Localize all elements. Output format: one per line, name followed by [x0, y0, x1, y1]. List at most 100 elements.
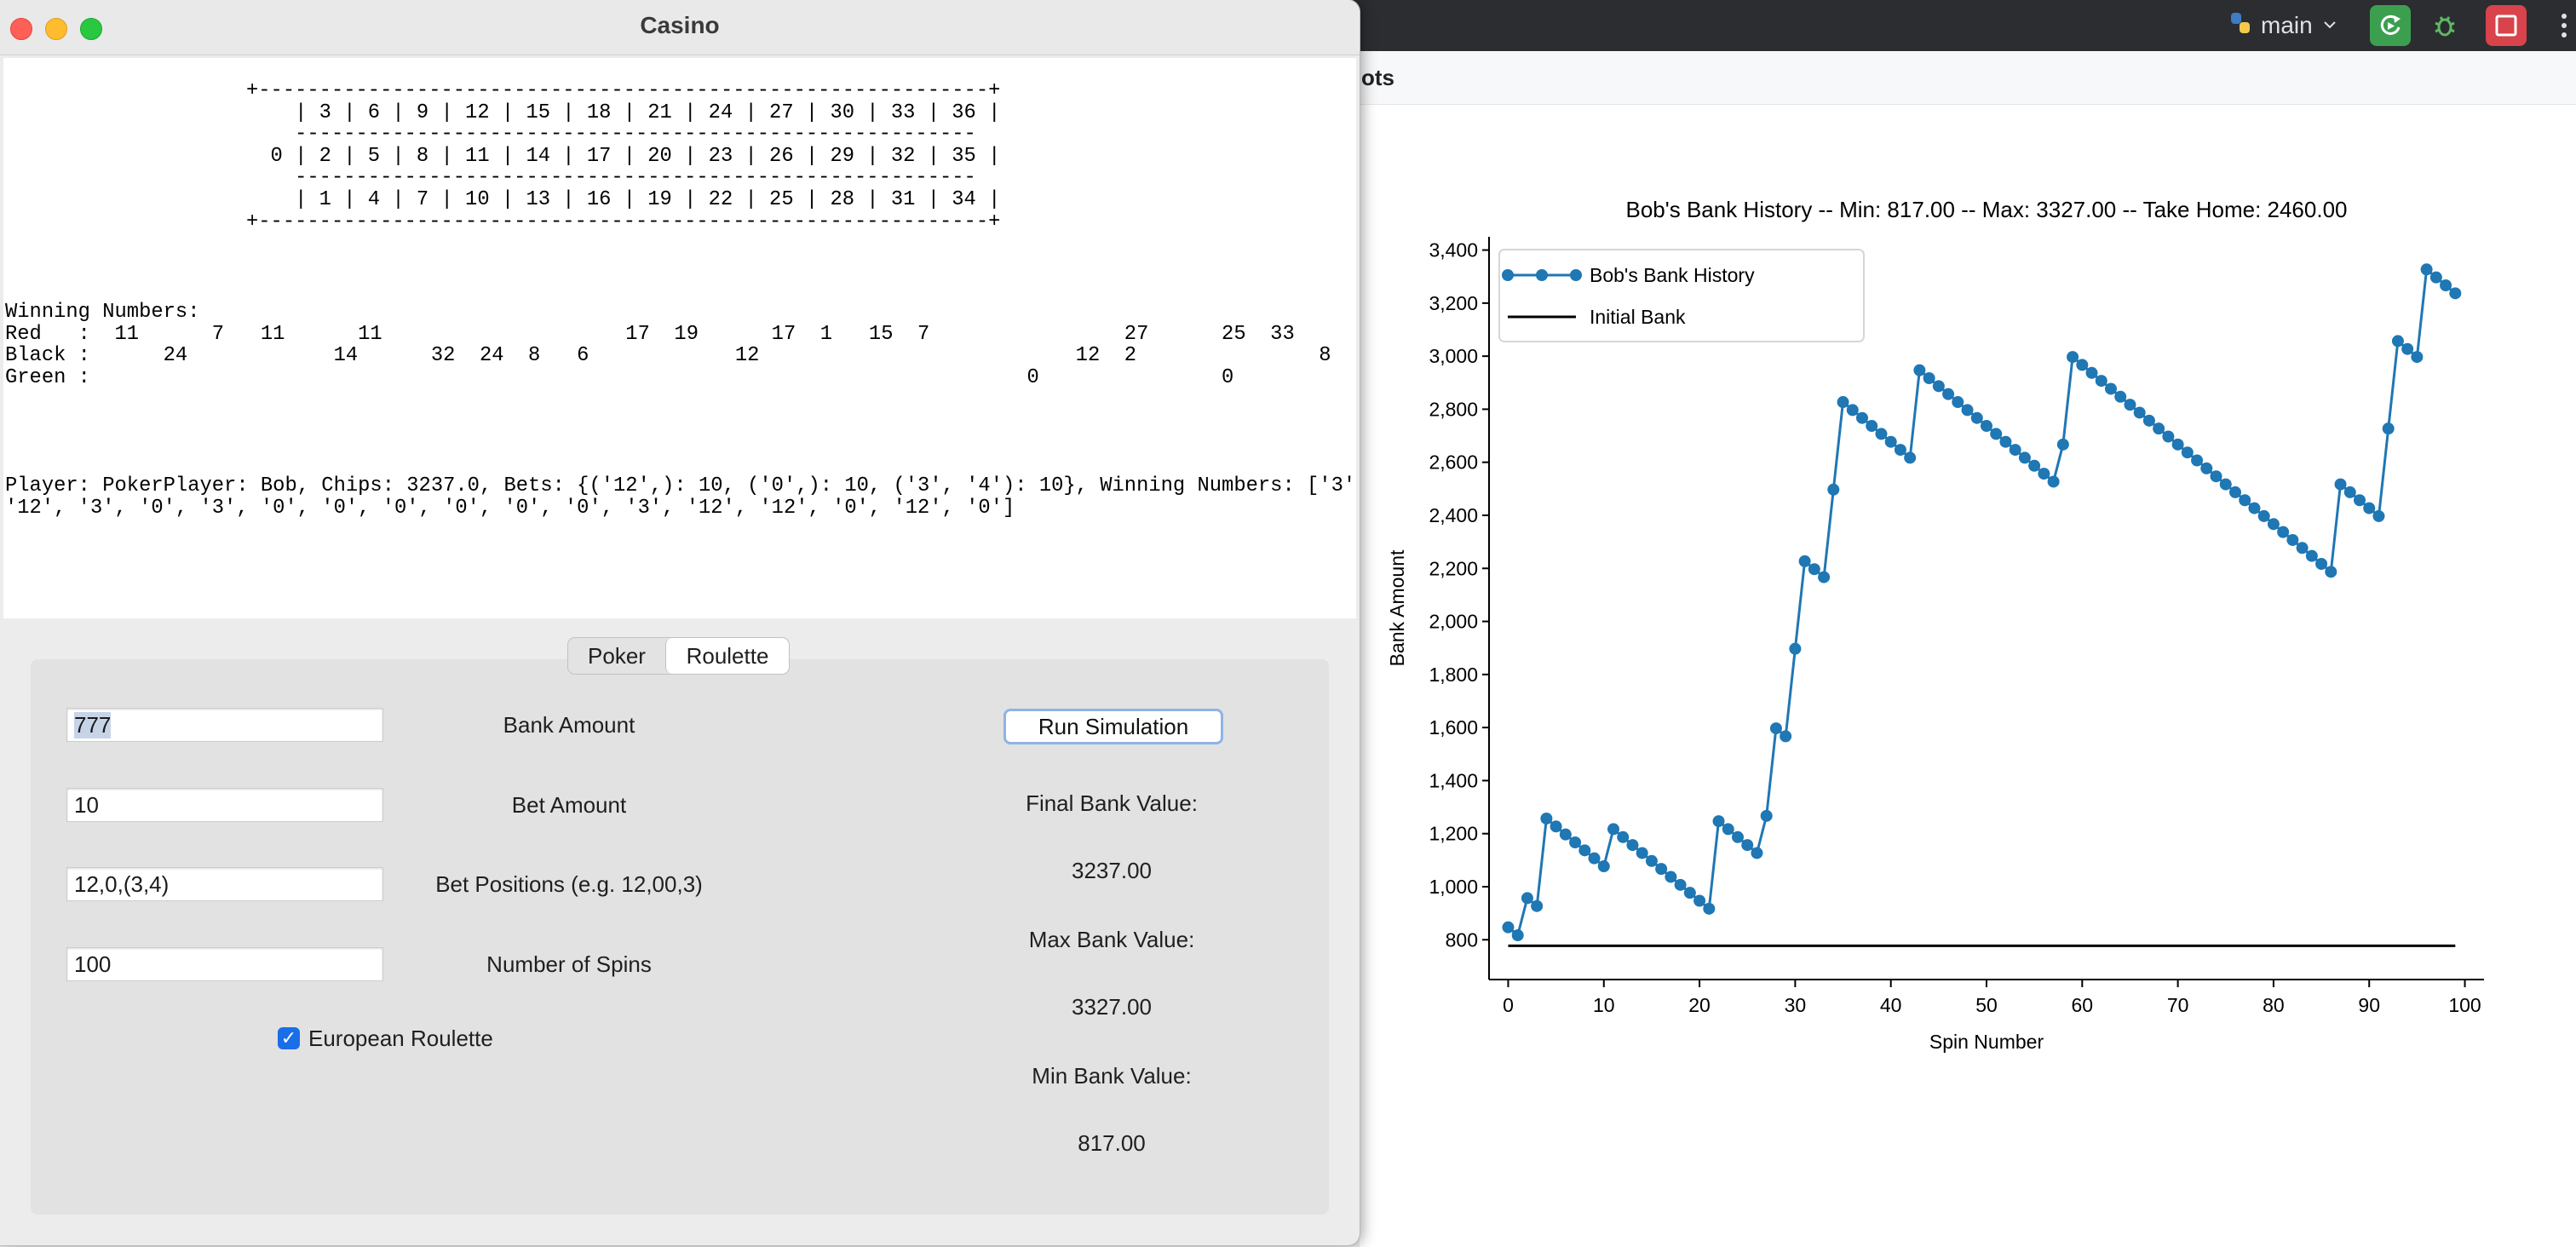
y-tick-label: 2,600 — [1429, 451, 1478, 474]
y-tick-label: 1,200 — [1429, 823, 1478, 845]
data-point — [1961, 404, 1974, 417]
bet-amount-input[interactable]: 10 — [66, 788, 383, 822]
stop-button[interactable] — [2486, 5, 2527, 46]
data-point — [1703, 902, 1716, 915]
data-point — [1970, 411, 1983, 424]
y-tick-label: 1,800 — [1429, 664, 1478, 686]
roulette-panel — [31, 659, 1329, 1215]
title-bar[interactable]: Casino — [0, 0, 1360, 55]
data-point — [2047, 475, 2060, 488]
data-point — [1981, 420, 1992, 433]
maximize-window-button[interactable] — [80, 18, 102, 40]
data-point — [1875, 428, 1888, 440]
data-point — [2162, 430, 2175, 443]
data-point — [2391, 335, 2404, 348]
data-point — [1588, 852, 1601, 865]
data-point — [1722, 823, 1734, 836]
data-point — [2142, 414, 2155, 427]
legend-marker — [1502, 269, 1514, 281]
data-point — [1626, 839, 1639, 852]
data-point — [2267, 518, 2280, 531]
data-point — [2449, 287, 2462, 300]
x-tick-label: 20 — [1688, 994, 1711, 1016]
casino-window: Casino +--------------------------------… — [0, 0, 1360, 1215]
x-tick-label: 90 — [2358, 994, 2380, 1016]
y-tick-label: 3,400 — [1429, 239, 1478, 261]
y-tick-label: 3,200 — [1429, 292, 1478, 314]
data-point — [2171, 438, 2184, 451]
data-point — [1655, 863, 1668, 876]
data-point — [2133, 406, 2146, 419]
data-point — [1884, 435, 1897, 448]
number-of-spins-input[interactable]: 100 — [66, 947, 383, 981]
data-point — [2229, 486, 2241, 498]
data-point — [1521, 892, 1533, 905]
data-point — [2210, 470, 2222, 483]
tab-poker[interactable]: Poker — [588, 642, 646, 669]
data-point — [1559, 828, 1572, 841]
data-point — [1932, 380, 1945, 393]
debug-button[interactable] — [2424, 5, 2465, 46]
data-point — [2354, 494, 2366, 507]
data-point — [1846, 404, 1859, 417]
run-simulation-button[interactable]: Run Simulation — [1003, 709, 1223, 744]
data-point — [2277, 526, 2290, 538]
x-tick-label: 30 — [1785, 994, 1807, 1016]
data-point — [1617, 830, 1630, 843]
branch-selector[interactable]: main — [2228, 9, 2338, 43]
data-point — [1569, 836, 1582, 848]
data-point — [1540, 812, 1553, 825]
data-point — [1531, 899, 1544, 912]
data-point — [2248, 502, 2261, 514]
bank-amount-label: Bank Amount — [503, 712, 635, 738]
european-roulette-label[interactable]: European Roulette — [308, 1026, 493, 1051]
data-point — [2305, 549, 2318, 562]
rerun-button[interactable] — [2370, 5, 2411, 46]
max-bank-label: Max Bank Value: — [1028, 927, 1195, 952]
close-window-button[interactable] — [10, 18, 32, 40]
bank-amount-value: 777 — [74, 711, 112, 738]
data-point — [2372, 509, 2385, 522]
data-point — [1808, 563, 1820, 576]
data-point — [2181, 446, 2194, 459]
x-tick-label: 10 — [1593, 994, 1615, 1016]
ide-tab-bar — [1360, 51, 2576, 105]
data-point — [2219, 478, 2232, 491]
x-tick-label: 70 — [2167, 994, 2189, 1016]
data-point — [1769, 722, 1782, 735]
bank-amount-input[interactable]: 777 — [66, 708, 383, 742]
y-tick-label: 1,600 — [1429, 716, 1478, 738]
more-options-button[interactable] — [2544, 5, 2576, 46]
y-axis-label: Bank Amount — [1386, 549, 1408, 666]
x-tick-label: 100 — [2448, 994, 2481, 1016]
player-summary-text: Player: PokerPlayer: Bob, Chips: 3237.0,… — [5, 474, 1356, 520]
minimize-window-button[interactable] — [45, 18, 67, 40]
data-point — [1665, 871, 1677, 883]
data-point — [1578, 844, 1591, 857]
x-tick-label: 0 — [1503, 994, 1514, 1016]
data-point — [1856, 411, 1868, 424]
data-point — [1550, 820, 1562, 833]
data-point — [2334, 478, 2347, 491]
y-tick-label: 1,000 — [1429, 876, 1478, 898]
data-point — [1607, 823, 1619, 836]
tab-roulette[interactable]: Roulette — [665, 638, 789, 674]
output-text-area[interactable]: +---------------------------------------… — [3, 58, 1356, 618]
roulette-board-text: +---------------------------------------… — [246, 79, 1001, 233]
max-bank-value: 3327.00 — [1072, 994, 1152, 1020]
bet-positions-input[interactable]: 12,0,(3,4) — [66, 867, 383, 901]
data-point — [2105, 382, 2117, 395]
x-tick-label: 50 — [1975, 994, 1998, 1016]
european-roulette-checkbox[interactable]: ✓ — [278, 1027, 300, 1049]
data-point — [1732, 830, 1744, 843]
data-point — [1502, 921, 1515, 934]
data-point — [2200, 462, 2213, 474]
data-point — [2076, 359, 2089, 371]
data-point — [2056, 438, 2069, 451]
ide-tab-label[interactable]: ots — [1361, 65, 1394, 90]
data-point — [1712, 815, 1725, 828]
data-point — [2411, 351, 2424, 364]
more-vertical-icon — [2562, 14, 2567, 37]
window-title: Casino — [640, 12, 720, 38]
y-tick-label: 2,400 — [1429, 504, 1478, 526]
